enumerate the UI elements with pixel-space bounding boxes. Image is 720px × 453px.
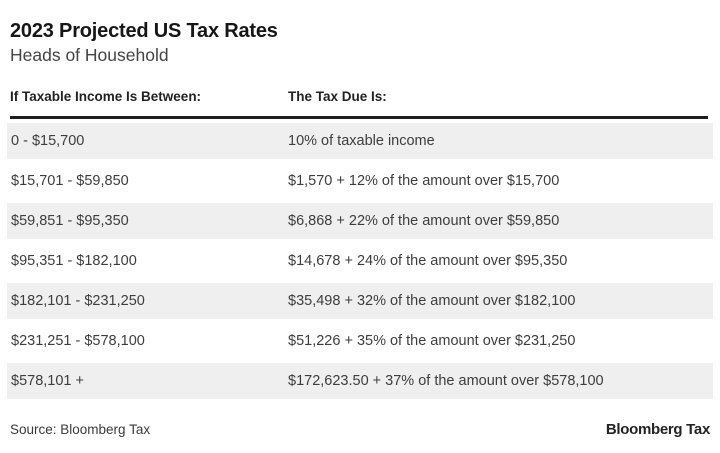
- table-row: $15,701 - $59,850 $1,570 + 12% of the am…: [7, 163, 713, 199]
- table-column-headers: If Taxable Income Is Between: The Tax Du…: [10, 89, 710, 104]
- header-rule: [10, 116, 708, 119]
- income-range-cell: 0 - $15,700: [11, 133, 85, 149]
- table-row: $59,851 - $95,350 $6,868 + 22% of the am…: [7, 203, 713, 239]
- tax-due-cell: 10% of taxable income: [288, 133, 435, 149]
- income-range-cell: $578,101 +: [11, 373, 84, 389]
- table-row: $182,101 - $231,250 $35,498 + 32% of the…: [7, 283, 713, 319]
- tax-due-cell: $6,868 + 22% of the amount over $59,850: [288, 213, 560, 229]
- table-row: $95,351 - $182,100 $14,678 + 24% of the …: [7, 243, 713, 279]
- table-row: $231,251 - $578,100 $51,226 + 35% of the…: [7, 323, 713, 359]
- tax-due-cell: $14,678 + 24% of the amount over $95,350: [288, 253, 568, 269]
- income-range-cell: $231,251 - $578,100: [11, 333, 145, 349]
- figure-footer: Source: Bloomberg Tax Bloomberg Tax: [10, 421, 710, 438]
- income-range-cell: $59,851 - $95,350: [11, 213, 129, 229]
- income-range-cell: $15,701 - $59,850: [11, 173, 129, 189]
- table-row: $578,101 + $172,623.50 + 37% of the amou…: [7, 363, 713, 399]
- income-range-cell: $95,351 - $182,100: [11, 253, 137, 269]
- tax-due-cell: $35,498 + 32% of the amount over $182,10…: [288, 293, 576, 309]
- column-header-income: If Taxable Income Is Between:: [10, 89, 202, 104]
- tax-due-cell: $1,570 + 12% of the amount over $15,700: [288, 173, 560, 189]
- tax-table: 0 - $15,700 10% of taxable income $15,70…: [7, 123, 713, 403]
- figure-title: 2023 Projected US Tax Rates: [10, 20, 278, 42]
- tax-due-cell: $51,226 + 35% of the amount over $231,25…: [288, 333, 576, 349]
- bloomberg-tax-wordmark: Bloomberg Tax: [605, 421, 710, 438]
- source-credit: Source: Bloomberg Tax: [10, 422, 151, 437]
- column-header-tax-due: The Tax Due Is:: [288, 89, 387, 104]
- income-range-cell: $182,101 - $231,250: [11, 293, 145, 309]
- figure-subtitle: Heads of Household: [10, 45, 169, 65]
- table-row: 0 - $15,700 10% of taxable income: [7, 123, 713, 159]
- tax-due-cell: $172,623.50 + 37% of the amount over $57…: [288, 373, 604, 389]
